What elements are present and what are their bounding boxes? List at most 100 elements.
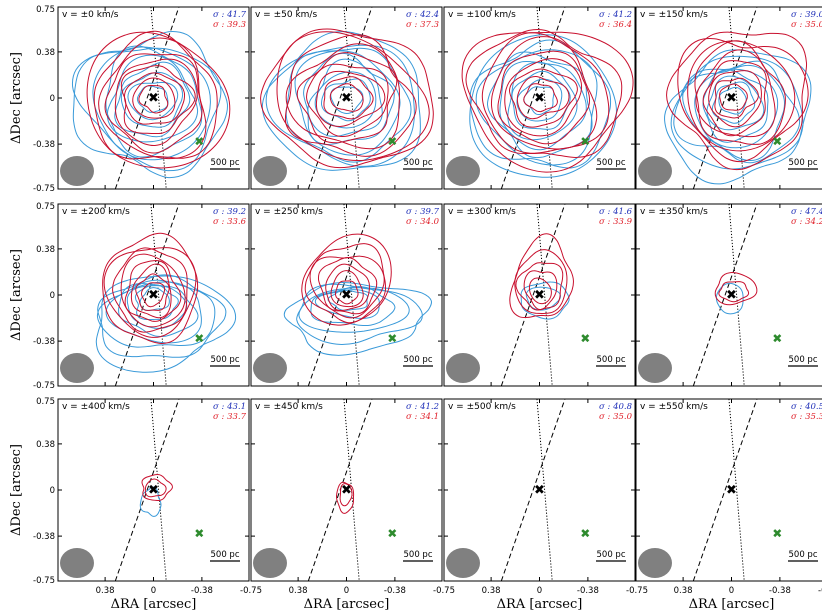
- red-contour: [695, 49, 776, 138]
- panel-3: 500 pc ✖ ✖ v = ±150 km/s σ : 39.0σ : 35.0: [635, 6, 822, 190]
- y-axis-label: ΔDec [arcsec]: [9, 249, 24, 341]
- dotted-axis-line: [728, 399, 745, 581]
- red-contour: [124, 260, 182, 322]
- sigma-red-label: σ : 34.2: [791, 217, 822, 227]
- y-tick-label: 0: [50, 291, 55, 301]
- dotted-axis-line: [343, 204, 360, 386]
- blue-contour: [486, 51, 593, 159]
- y-tick-label: -0.38: [33, 337, 55, 347]
- sigma-red-label: σ : 35.3: [791, 412, 822, 422]
- panel-content: 500 pc ✖ ✖: [253, 204, 433, 386]
- velocity-label: v = ±500 km/s: [448, 402, 516, 412]
- blue-contour: [320, 78, 371, 122]
- dashed-axis-line: [692, 7, 758, 189]
- blue-contour: [520, 281, 570, 320]
- x-tick-label: 0.38: [96, 586, 115, 596]
- blue-contour: [72, 31, 228, 179]
- red-contour: [306, 63, 389, 138]
- panel-content: 500 pc ✖ ✖: [638, 204, 818, 386]
- red-contour: [130, 263, 172, 319]
- red-contour: [509, 233, 574, 319]
- scale-bar-label: 500 pc: [789, 355, 818, 365]
- red-contour: [666, 31, 808, 171]
- velocity-label: v = ±100 km/s: [448, 10, 516, 20]
- x-axis-label: ΔRA [arcsec]: [304, 597, 390, 612]
- scale-bar-label: 500 pc: [404, 550, 433, 560]
- red-contour: [329, 83, 364, 112]
- red-contour: [325, 263, 370, 312]
- red-contour: [335, 481, 355, 514]
- blue-contour: [127, 81, 179, 121]
- red-contour: [334, 280, 359, 305]
- red-contour: [330, 270, 364, 308]
- velocity-label: v = ±550 km/s: [640, 402, 708, 412]
- red-contour: [315, 70, 386, 128]
- panel-content: 500 pc ✖ ✖: [446, 7, 634, 189]
- offset-marker: ✖: [580, 527, 590, 541]
- panel-4: 500 pc ✖ ✖ v = ±200 km/s σ : 39.2σ : 33.6 0.7…: [9, 202, 250, 391]
- red-contour: [515, 262, 564, 311]
- dotted-axis-line: [728, 204, 745, 386]
- red-contour: [309, 255, 385, 319]
- nucleus-marker: ✖: [726, 91, 737, 106]
- x-tick-label: 0.38: [674, 586, 693, 596]
- red-contour: [523, 83, 558, 113]
- beam-ellipse: [446, 156, 480, 186]
- red-contour: [481, 32, 610, 154]
- red-contour: [714, 272, 758, 306]
- nucleus-marker: ✖: [148, 91, 159, 106]
- nucleus-marker: ✖: [341, 483, 352, 498]
- beam-ellipse: [638, 353, 672, 383]
- red-contour: [103, 247, 197, 338]
- blue-contour: [105, 45, 203, 158]
- offset-marker: ✖: [387, 135, 397, 149]
- velocity-label: v = ±250 km/s: [255, 207, 323, 217]
- dashed-axis-line: [500, 204, 566, 386]
- x-tick-label: -0.75: [240, 586, 262, 596]
- red-contour: [102, 232, 199, 345]
- nucleus-marker: ✖: [148, 483, 159, 498]
- sigma-red-label: σ : 34.0: [406, 217, 440, 227]
- dotted-axis-line: [536, 204, 553, 386]
- dashed-axis-line: [114, 399, 180, 581]
- panel-content: 500 pc ✖ ✖: [60, 204, 240, 386]
- red-contour: [465, 29, 623, 158]
- scale-bar-label: 500 pc: [211, 550, 240, 560]
- nucleus-marker: ✖: [148, 288, 159, 303]
- panel-11: 500 pc ✖ ✖ v = ±550 km/s σ : 40.5σ : 35.3 0.3…: [635, 398, 822, 612]
- panel-1: 500 pc ✖ ✖ v = ±50 km/s σ : 42.4σ : 37.3: [250, 6, 443, 190]
- y-tick-label: -0.75: [33, 576, 55, 586]
- blue-contour: [673, 60, 801, 164]
- y-tick-label: 0: [50, 94, 55, 104]
- offset-marker: ✖: [580, 135, 590, 149]
- dotted-axis-line: [536, 7, 553, 189]
- red-contour: [718, 281, 750, 303]
- x-tick-label: 0.38: [289, 586, 308, 596]
- x-tick-label: -0.75: [433, 586, 455, 596]
- sigma-blue-label: σ : 43.1: [213, 402, 246, 412]
- sigma-red-label: σ : 33.6: [213, 217, 247, 227]
- dashed-axis-line: [307, 7, 373, 189]
- scale-bar-label: 500 pc: [597, 355, 626, 365]
- blue-contour: [307, 58, 383, 137]
- offset-marker: ✖: [387, 527, 397, 541]
- x-tick-label: -0.38: [577, 586, 599, 596]
- blue-contour: [469, 39, 612, 169]
- x-tick-label: -0.38: [769, 586, 791, 596]
- red-contour: [687, 40, 796, 152]
- blue-contour: [120, 71, 184, 128]
- beam-ellipse: [60, 156, 94, 186]
- sigma-blue-label: σ : 42.4: [406, 10, 439, 20]
- sigma-red-label: σ : 34.1: [406, 412, 439, 422]
- nucleus-marker: ✖: [534, 288, 545, 303]
- y-tick-label: 0.75: [36, 202, 55, 212]
- blue-contour: [702, 69, 769, 143]
- scale-bar-label: 500 pc: [597, 550, 626, 560]
- red-contour: [528, 277, 552, 305]
- offset-marker: ✖: [580, 332, 590, 346]
- scale-bar-label: 500 pc: [404, 158, 433, 168]
- velocity-label: v = ±150 km/s: [640, 10, 708, 20]
- blue-contour: [314, 71, 377, 129]
- x-tick-label: -0.75: [818, 586, 822, 596]
- red-contour: [104, 53, 203, 154]
